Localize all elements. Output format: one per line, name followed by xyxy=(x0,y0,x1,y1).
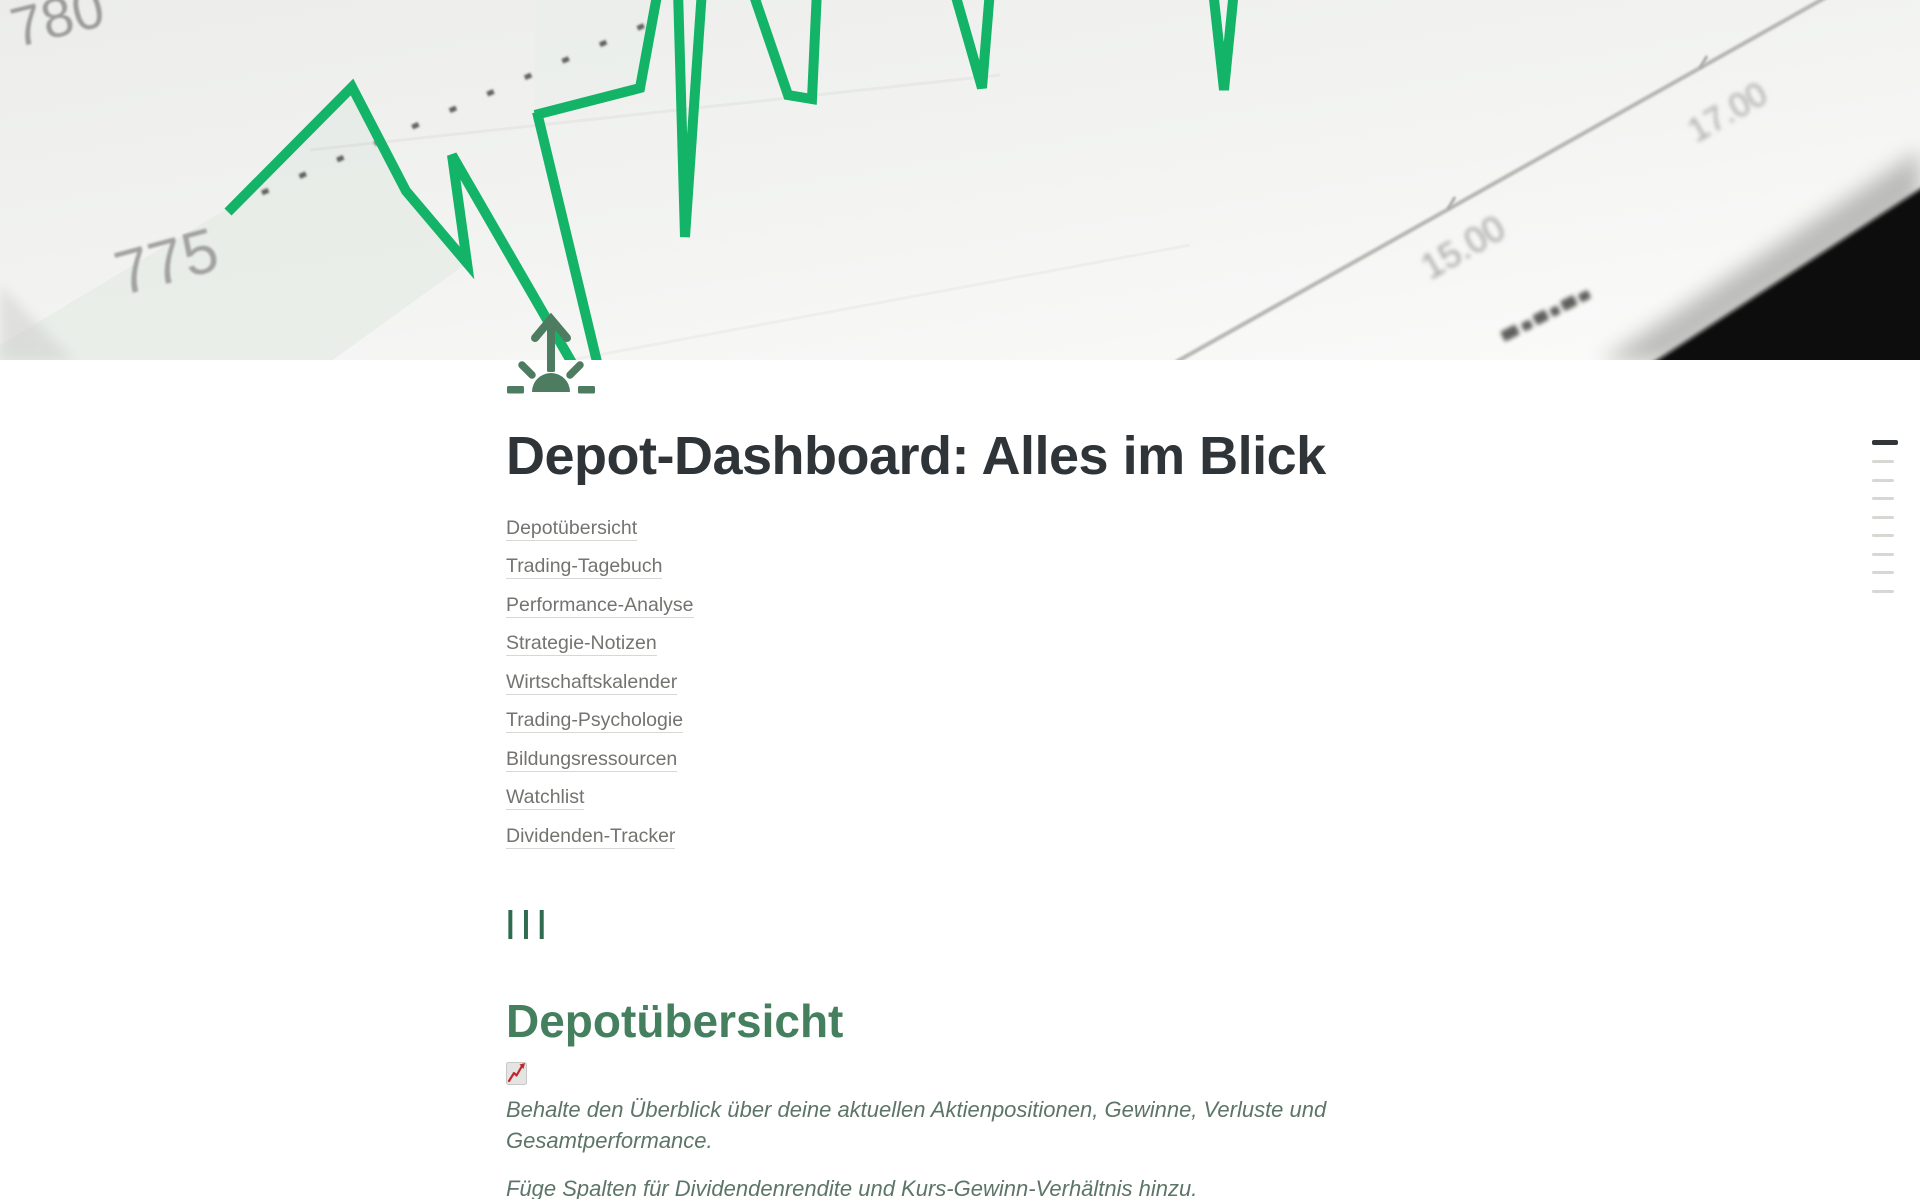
section-heading: Depotübersicht xyxy=(506,994,844,1047)
emoji-row xyxy=(506,1059,1411,1086)
section-description: Behalte den Überblick über deine aktuell… xyxy=(506,1097,1327,1154)
chart-area-tint-2 xyxy=(535,0,658,113)
page-link[interactable]: Wirtschaftskalender xyxy=(506,670,678,695)
stock-chart-photo: 780 775 15.00 17.00 xyxy=(0,0,1920,360)
page-link[interactable]: Strategie-Notizen xyxy=(506,632,657,657)
chart-area-tint xyxy=(0,87,467,360)
cover-image: 780 775 15.00 17.00 xyxy=(0,0,1920,360)
toc-rail-line[interactable] xyxy=(1872,571,1894,574)
page-link[interactable]: Bildungsressourcen xyxy=(506,747,678,772)
toc-rail xyxy=(1872,440,1902,608)
toc-rail-line[interactable] xyxy=(1872,534,1894,537)
page-link[interactable]: Performance-Analyse xyxy=(506,593,694,618)
screen-bezel xyxy=(1657,189,1920,360)
page-link[interactable]: Trading-Psychologie xyxy=(506,709,684,734)
toc-rail-line[interactable] xyxy=(1872,460,1894,463)
link-row: Strategie-Notizen xyxy=(506,631,1411,657)
page-link[interactable]: Watchlist xyxy=(506,786,585,811)
link-row: Bildungsressourcen xyxy=(506,747,1411,772)
section-description: Füge Spalten für Dividendenrendite und K… xyxy=(506,1176,1198,1199)
link-row: Trading-Tagebuch xyxy=(506,554,1411,580)
link-row: Trading-Psychologie xyxy=(506,708,1411,734)
photo-shadow xyxy=(0,285,74,360)
link-row: Dividenden-Tracker xyxy=(506,824,1411,849)
link-row: Watchlist xyxy=(506,785,1411,811)
page-link[interactable]: Trading-Tagebuch xyxy=(506,555,663,580)
chart-increasing-emoji xyxy=(506,1062,527,1086)
axis-tick xyxy=(1446,196,1457,210)
page-content: Depot-Dashboard: Alles im Blick Depotübe… xyxy=(506,424,1411,1199)
section-divider: ||| xyxy=(506,903,554,939)
chart-line xyxy=(224,0,1239,360)
toc-rail-line[interactable] xyxy=(1872,440,1898,445)
page-title: Depot-Dashboard: Alles im Blick xyxy=(506,426,1326,486)
page-link-list: Depotübersicht Trading-Tagebuch Performanc… xyxy=(506,516,1411,849)
link-row: Performance-Analyse xyxy=(506,593,1411,618)
blurred-label xyxy=(1500,290,1591,342)
axis-tick xyxy=(1698,55,1709,69)
toc-rail-line[interactable] xyxy=(1872,478,1894,482)
bezel-soft-edge xyxy=(1603,150,1920,360)
toc-rail-line[interactable] xyxy=(1872,589,1894,593)
link-row: Depotübersicht xyxy=(506,516,1411,541)
toc-rail-line[interactable] xyxy=(1872,497,1894,500)
link-row: Wirtschaftskalender xyxy=(506,670,1411,695)
page-link[interactable]: Depotübersicht xyxy=(506,516,638,541)
sunrise-arrow-icon[interactable] xyxy=(505,310,597,402)
page-link[interactable]: Dividenden-Tracker xyxy=(506,824,676,849)
toc-rail-line[interactable] xyxy=(1872,552,1894,556)
toc-rail-line[interactable] xyxy=(1872,515,1894,519)
